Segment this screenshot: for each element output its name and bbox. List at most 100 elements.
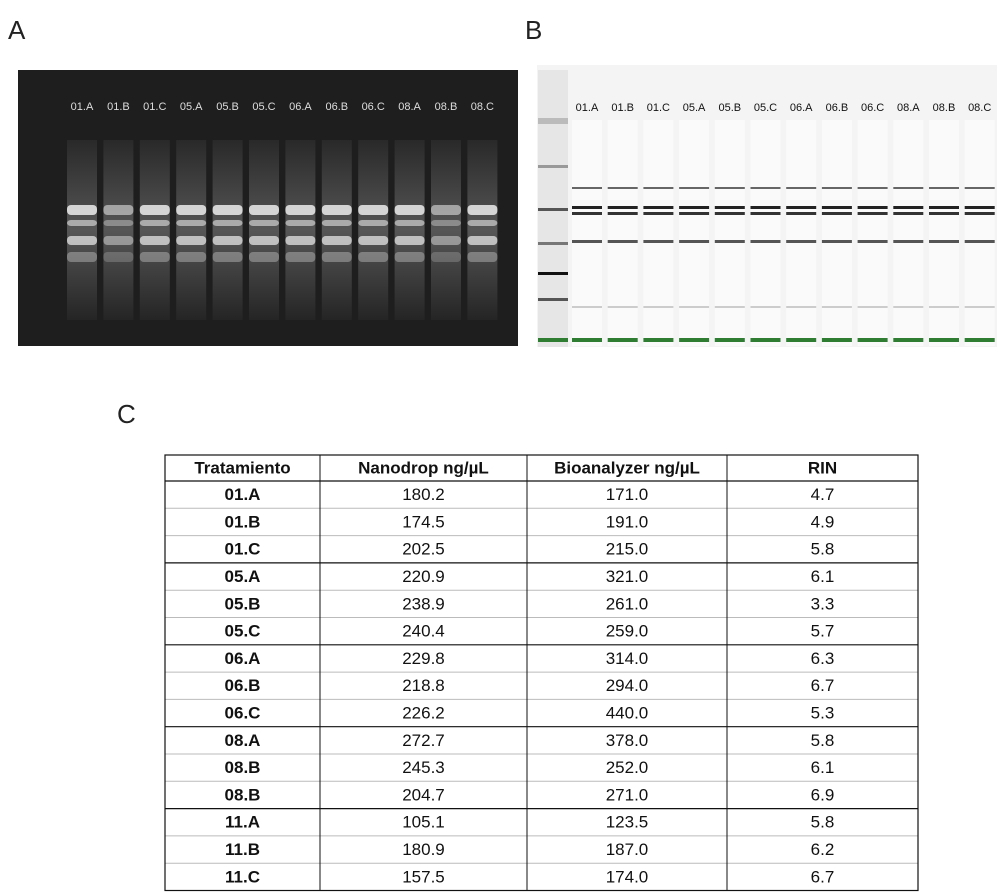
- cell: 01.A: [225, 485, 261, 504]
- band: [643, 187, 674, 189]
- lane-label: 06.A: [790, 102, 813, 114]
- band: [929, 187, 959, 189]
- cell: 187.0: [606, 840, 649, 859]
- band: [467, 252, 498, 262]
- panel-label: C: [117, 399, 136, 429]
- lane-label: 08.A: [897, 102, 920, 114]
- cell: 11.B: [225, 840, 260, 859]
- band: [321, 236, 352, 245]
- band: [249, 236, 279, 245]
- lane-label: 08.B: [435, 101, 458, 113]
- band: [679, 212, 710, 215]
- band: [431, 205, 461, 215]
- cell: 314.0: [606, 649, 649, 668]
- cell: 440.0: [606, 704, 649, 723]
- gel-lanes: 01.A 01.B 01.C 05.A 05.B 05.C 06.A 06.B 06.C 08.A…: [67, 101, 498, 320]
- cell: 08.B: [225, 785, 261, 804]
- band: [714, 306, 745, 308]
- ladder-band: [538, 208, 568, 211]
- cell: 259.0: [606, 622, 649, 641]
- cell: 6.2: [811, 840, 835, 859]
- lane: [679, 120, 710, 346]
- lane-label: 08.B: [933, 102, 956, 114]
- band: [572, 338, 602, 342]
- band: [929, 338, 959, 342]
- cell: 215.0: [606, 540, 649, 559]
- band: [358, 252, 389, 262]
- table-border: [164, 454, 919, 892]
- cell: 5.8: [811, 540, 835, 559]
- band: [929, 306, 959, 308]
- band: [358, 236, 389, 245]
- cell: 174.0: [606, 867, 649, 886]
- cell: 218.8: [402, 676, 445, 695]
- ladder-band: [538, 165, 568, 168]
- lane-label: 01.B: [611, 102, 634, 114]
- cell: 08.A: [225, 731, 261, 750]
- panel-label: B: [525, 15, 542, 45]
- band: [607, 306, 638, 308]
- band: [643, 240, 674, 243]
- cell: 01.B: [225, 512, 261, 531]
- band: [103, 236, 134, 245]
- lane-label: 08.A: [398, 101, 421, 113]
- cell: 08.B: [225, 758, 261, 777]
- band: [431, 220, 461, 226]
- band: [139, 252, 170, 262]
- band: [929, 212, 959, 215]
- band: [643, 306, 674, 308]
- band: [643, 338, 674, 342]
- ladder-band: [538, 118, 568, 124]
- cell: 5.3: [811, 704, 835, 723]
- band: [786, 338, 817, 342]
- table: Tratamiento Nanodrop ng/µL Bioanalyzer ng/…: [164, 454, 919, 892]
- band: [285, 236, 316, 245]
- band: [893, 240, 924, 243]
- lane: [607, 120, 638, 346]
- cell: 05.C: [225, 622, 261, 641]
- lane-label: 05.A: [180, 101, 203, 113]
- band: [821, 240, 852, 243]
- band: [139, 236, 170, 245]
- lane-label: 05.B: [718, 102, 741, 114]
- band: [572, 240, 602, 243]
- lane: [821, 120, 852, 346]
- lane-label: 01.C: [647, 102, 670, 114]
- band: [893, 187, 924, 189]
- band: [467, 236, 498, 245]
- header-cell: Nanodrop ng/µL: [358, 458, 489, 477]
- band: [821, 206, 852, 209]
- cell: 229.8: [402, 649, 445, 668]
- band: [358, 220, 389, 226]
- band: [607, 338, 638, 342]
- band: [321, 220, 352, 226]
- header-cell: Tratamiento: [194, 458, 290, 477]
- band: [714, 338, 745, 342]
- band: [964, 240, 995, 243]
- cell: 174.5: [402, 512, 445, 531]
- band: [67, 205, 97, 215]
- band: [857, 338, 888, 342]
- lane-label: 01.A: [71, 101, 94, 113]
- ladder-band: [538, 338, 568, 342]
- lane-label: 06.A: [289, 101, 312, 113]
- band: [321, 252, 352, 262]
- lane-label: 08.C: [968, 102, 991, 114]
- band: [139, 205, 170, 215]
- band: [212, 205, 243, 215]
- band: [750, 212, 781, 215]
- band: [467, 220, 498, 226]
- ladder-band: [538, 242, 568, 245]
- band: [607, 206, 638, 209]
- band: [176, 236, 207, 245]
- band: [964, 338, 995, 342]
- band: [212, 236, 243, 245]
- band: [893, 206, 924, 209]
- band: [176, 220, 207, 226]
- lane: [929, 120, 959, 346]
- band: [857, 187, 888, 189]
- lane-label: 01.A: [576, 102, 599, 114]
- lane: [857, 120, 888, 346]
- lane-label: 05.C: [754, 102, 777, 114]
